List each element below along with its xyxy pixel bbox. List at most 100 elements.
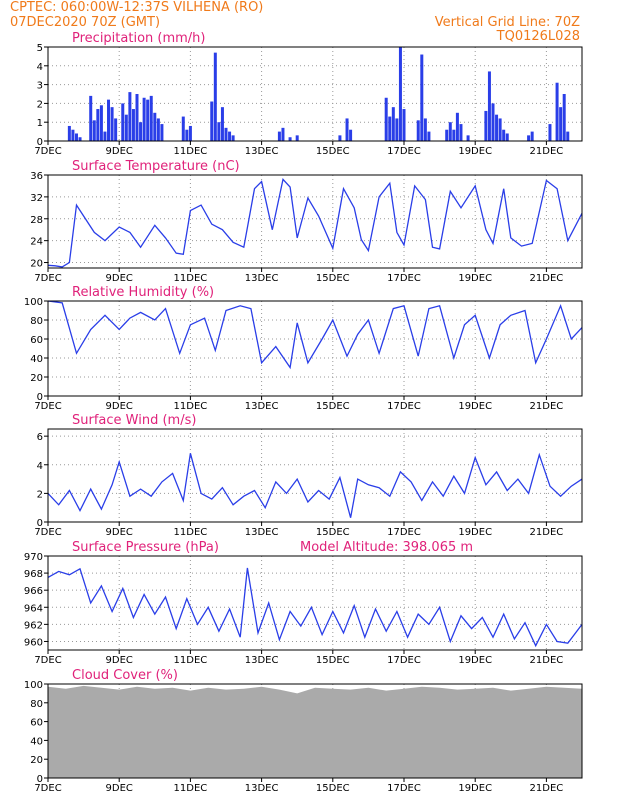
- precip-bar: [345, 118, 349, 141]
- x-tick-label: 11DEC: [174, 783, 208, 794]
- precip-bar: [484, 110, 488, 141]
- pres-title: Surface Pressure (hPa): [72, 540, 219, 555]
- precip-bar: [89, 95, 93, 141]
- x-tick-label: 19DEC: [458, 146, 492, 157]
- x-tick-label: 17DEC: [387, 401, 421, 412]
- y-tick-label: 100: [24, 297, 43, 308]
- precip-bar: [156, 118, 160, 141]
- wind-title: Surface Wind (m/s): [72, 413, 196, 428]
- precip-bar: [128, 92, 132, 141]
- y-tick-label: 960: [24, 637, 43, 648]
- precip-bar: [110, 107, 114, 141]
- y-tick-label: 0: [37, 518, 43, 529]
- temp-title: Surface Temperature (nC): [72, 159, 240, 174]
- x-tick-label: 11DEC: [174, 146, 208, 157]
- precip-bar: [402, 109, 406, 141]
- x-tick-label: 11DEC: [174, 273, 208, 284]
- precip-bar: [288, 137, 292, 141]
- y-tick-label: 0: [37, 392, 43, 403]
- x-tick-label: 9DEC: [106, 401, 133, 412]
- plot-frame: [47, 174, 583, 269]
- y-tick-label: 4: [37, 62, 43, 73]
- precip-bar: [495, 114, 499, 141]
- precip-bar: [71, 129, 75, 141]
- plot-frame: [47, 428, 583, 523]
- precip-bar: [498, 118, 502, 141]
- x-tick-label: 13DEC: [245, 527, 279, 538]
- x-tick-label: 21DEC: [530, 783, 564, 794]
- precip-bar: [103, 131, 107, 141]
- x-tick-label: 13DEC: [245, 655, 279, 666]
- precip-bar: [96, 109, 100, 141]
- y-tick-label: 5: [37, 43, 43, 54]
- y-tick-label: 2: [37, 489, 43, 500]
- model-altitude: Model Altitude: 398.065 m: [300, 540, 473, 555]
- precip-bar: [338, 135, 342, 141]
- x-tick-label: 7DEC: [34, 146, 61, 157]
- x-tick-label: 15DEC: [316, 783, 350, 794]
- y-tick-label: 968: [24, 569, 43, 580]
- precip-bar: [349, 129, 353, 141]
- precip-bar: [452, 129, 456, 141]
- y-tick-label: 36: [30, 171, 43, 182]
- y-tick-label: 80: [30, 699, 43, 710]
- y-tick-label: 964: [24, 603, 43, 614]
- x-tick-label: 9DEC: [106, 146, 133, 157]
- x-tick-label: 17DEC: [387, 146, 421, 157]
- precip-bar: [491, 103, 495, 141]
- x-tick-label: 13DEC: [245, 146, 279, 157]
- precip-bar: [502, 129, 506, 141]
- x-tick-label: 11DEC: [174, 401, 208, 412]
- header-location: CPTEC: 060:00W-12:37S VILHENA (RO): [10, 0, 264, 15]
- precip-bar: [391, 107, 395, 141]
- y-tick-label: 32: [30, 193, 43, 204]
- y-tick-label: 966: [24, 586, 43, 597]
- x-tick-label: 7DEC: [34, 655, 61, 666]
- y-tick-label: 20: [30, 259, 43, 270]
- x-tick-label: 9DEC: [106, 783, 133, 794]
- plot-frame: [47, 555, 583, 651]
- plot-frame: [47, 683, 583, 779]
- x-tick-label: 15DEC: [316, 655, 350, 666]
- temp-series-line: [47, 178, 583, 268]
- x-tick-label: 7DEC: [34, 783, 61, 794]
- cloud-cover-area: [48, 685, 582, 778]
- temp-panel: 20 24 28 32 36 7DEC 9DEC 11DEC 13DEC 15DEC 17DEC 19…: [30, 159, 583, 284]
- precip-bar: [99, 105, 103, 141]
- precip-bar: [445, 129, 449, 141]
- header-run-time: 07DEC2020 70Z (GMT): [10, 15, 161, 30]
- precip-bar: [420, 54, 424, 141]
- precip-bar: [185, 129, 189, 141]
- precip-bar: [530, 131, 534, 141]
- pres-panel: 960 962 964 966 968 970 7DEC 9DEC 11DEC 13DEC 15DE…: [24, 540, 583, 666]
- x-tick-label: 15DEC: [316, 273, 350, 284]
- x-tick-label: 21DEC: [530, 273, 564, 284]
- precip-title: Precipitation (mm/h): [72, 31, 205, 46]
- x-tick-label: 19DEC: [458, 273, 492, 284]
- precip-bar: [555, 82, 559, 141]
- y-tick-label: 100: [24, 680, 43, 691]
- precip-bar: [139, 122, 143, 141]
- x-tick-label: 11DEC: [174, 527, 208, 538]
- x-tick-label: 21DEC: [530, 401, 564, 412]
- precip-bar: [459, 124, 463, 141]
- precip-bar: [277, 131, 281, 141]
- precip-bar: [427, 131, 431, 141]
- precip-bar: [92, 120, 96, 141]
- precip-bar: [181, 116, 185, 141]
- precip-bar: [398, 47, 402, 141]
- precip-bar: [562, 94, 566, 141]
- precip-bar: [231, 135, 235, 141]
- precip-bar: [131, 109, 135, 141]
- x-tick-label: 13DEC: [245, 401, 279, 412]
- precip-bar: [142, 97, 146, 141]
- y-tick-label: 60: [30, 335, 43, 346]
- x-tick-label: 17DEC: [387, 527, 421, 538]
- precip-bar: [67, 125, 71, 141]
- x-tick-label: 13DEC: [245, 783, 279, 794]
- precip-bar: [114, 118, 118, 141]
- pres-series-line: [47, 567, 583, 648]
- x-tick-label: 13DEC: [245, 273, 279, 284]
- rh-panel: 0 20 40 60 80 100 7DEC 9DEC 11DEC 13DEC 15DEC 17DEC…: [24, 285, 583, 412]
- precip-bar: [121, 103, 125, 141]
